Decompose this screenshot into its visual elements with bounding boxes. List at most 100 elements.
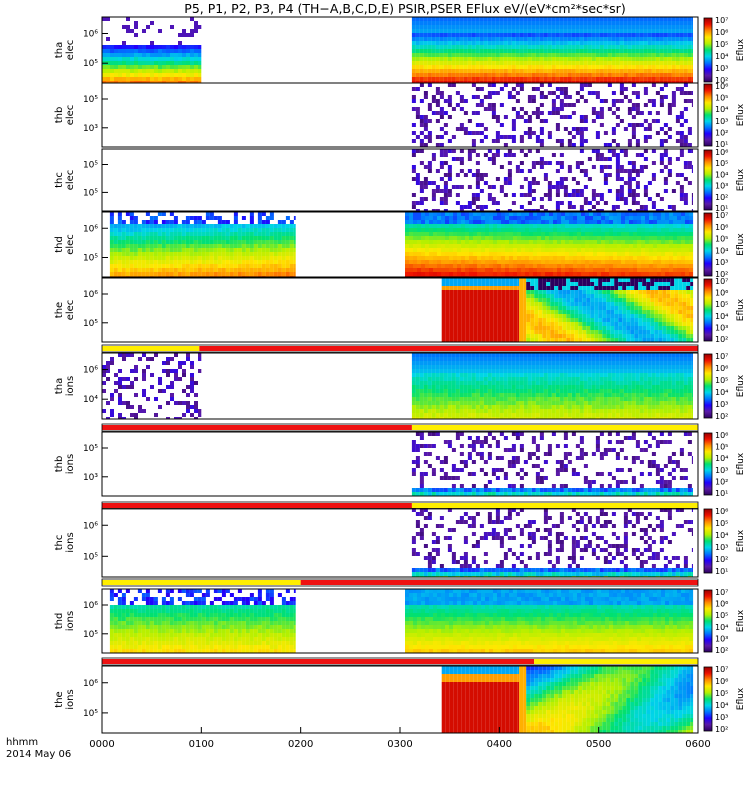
colorbar-tick: 10⁷	[715, 352, 728, 361]
spectrogram-block	[411, 17, 693, 83]
y-tick-label: 10⁵	[83, 188, 98, 198]
spectrogram-block	[411, 508, 693, 577]
colorbar-tick: 10²	[715, 477, 728, 486]
colorbar	[703, 666, 713, 732]
panel-thd-elec: 10⁶ 10⁵ thdelec 10⁷ 10⁶ 10⁵ 10⁴ 10³ 10² Eflux	[54, 211, 746, 279]
mode-bar-segment	[411, 425, 698, 430]
colorbar-tick: 10²	[715, 128, 728, 137]
spectrogram-block	[405, 212, 694, 277]
colorbar-label: Eflux	[736, 298, 746, 321]
colorbar-tick: 10⁶	[715, 431, 728, 440]
figure-title: P5, P1, P2, P3, P4 (TH−A,B,C,D,E) PSIR,P…	[184, 1, 625, 16]
spectrogram-block	[519, 666, 527, 733]
probe-label: the	[54, 302, 65, 318]
species-label: ions	[65, 611, 76, 631]
panel-frame	[101, 588, 699, 654]
colorbar-tick: 10⁶	[715, 364, 728, 373]
x-tick-label: 0200	[288, 739, 313, 750]
colorbar-label: Eflux	[736, 168, 746, 191]
mode-bar-segment	[534, 659, 698, 664]
colorbar-tick: 10³	[715, 634, 728, 643]
panel-ylabel: thbions	[54, 454, 76, 474]
x-tick-label: 0500	[586, 739, 611, 750]
colorbar	[703, 83, 713, 147]
colorbar-tick: 10⁴	[715, 454, 728, 463]
colorbar-tick: 10⁶	[715, 28, 728, 37]
y-tick-label: 10⁶	[83, 366, 98, 376]
colorbar-tick: 10⁵	[715, 689, 728, 698]
probe-label: thd	[54, 613, 65, 630]
colorbar-tick: 10⁴	[715, 388, 728, 397]
y-tick-label: 10⁵	[83, 709, 98, 719]
spectrogram-block	[519, 278, 527, 342]
probe-label: thc	[54, 535, 65, 551]
colorbar-tick: 10⁷	[715, 211, 728, 220]
colorbar-tick: 10³	[715, 466, 728, 475]
colorbar-tick: 10³	[715, 713, 728, 722]
spectrogram-block	[441, 278, 520, 342]
spectrogram-block	[102, 353, 202, 419]
colorbar-tick: 10⁷	[715, 277, 728, 286]
mode-bar	[101, 344, 699, 353]
probe-label: tha	[54, 378, 65, 394]
colorbar-tick: 10⁵	[715, 159, 728, 168]
colorbar-tick: 10⁶	[715, 223, 728, 232]
y-ticks: 10⁶ 10⁴	[83, 366, 108, 405]
spectrogram-block	[109, 212, 296, 277]
probe-label: thb	[54, 456, 65, 473]
y-tick-label: 10³	[83, 473, 98, 483]
colorbar-tick: 10⁴	[715, 52, 728, 61]
spectrogram-block	[411, 149, 693, 211]
colorbar	[703, 353, 713, 419]
probe-label: thd	[54, 236, 65, 253]
colorbar-tick: 10²	[715, 412, 728, 421]
mode-bar	[101, 578, 699, 587]
y-tick-label: 10⁶	[83, 679, 98, 689]
colorbar-tick: 10²	[715, 725, 728, 734]
y-tick-label: 10⁵	[83, 444, 98, 454]
colorbar-tick: 10¹	[715, 140, 728, 149]
y-tick-label: 10⁵	[83, 254, 98, 264]
colorbar-tick: 10²	[715, 335, 728, 344]
species-label: elec	[65, 105, 76, 126]
y-ticks: 10⁵ 10³	[83, 95, 108, 134]
mode-bar-segment	[102, 425, 412, 430]
probe-label: tha	[54, 42, 65, 58]
species-label: elec	[65, 234, 76, 255]
panel-thc-ions: 10⁶ 10⁵ thcions 10⁶ 10⁵ 10⁴ 10³ 10² 10¹ Eflux	[54, 507, 746, 578]
y-ticks: 10⁶ 10⁵	[83, 30, 108, 69]
mode-bar-frame	[101, 423, 699, 432]
y-ticks: 10⁶ 10⁵	[83, 224, 108, 264]
colorbar-label: Eflux	[736, 233, 746, 256]
colorbar	[703, 508, 713, 574]
mode-bar-frame	[101, 578, 699, 587]
colorbar-tick: 10¹	[715, 567, 728, 576]
panel-ylabel: thdelec	[54, 234, 76, 255]
colorbar-tick: 10³	[715, 323, 728, 332]
probe-label: thb	[54, 107, 65, 124]
species-label: elec	[65, 40, 76, 61]
panel-ylabel: thaions	[54, 376, 76, 396]
spectrogram-block	[411, 432, 693, 496]
panel-the-elec: 10⁶ 10⁵ theelec 10⁷ 10⁶ 10⁵ 10⁴ 10³ 10² Eflux	[54, 277, 746, 344]
colorbar-tick: 10⁴	[715, 105, 728, 114]
x-tick-label: 0600	[685, 739, 710, 750]
mode-bar-segment	[102, 659, 535, 664]
spectrogram-block	[411, 83, 693, 147]
y-tick-label: 10⁵	[83, 59, 98, 69]
colorbar-tick: 10⁶	[715, 289, 728, 298]
species-label: ions	[65, 689, 76, 709]
mode-bars	[101, 344, 699, 666]
date-label: 2014 May 06	[6, 749, 71, 760]
colorbar-tick: 10⁵	[715, 235, 728, 244]
colorbar-tick: 10⁴	[715, 246, 728, 255]
colorbar	[703, 278, 713, 342]
panel-ylabel: thcions	[54, 532, 76, 552]
mode-bar-frame	[101, 501, 699, 510]
x-axis-label: hhmm	[6, 737, 38, 748]
panel-ylabel: thdions	[54, 611, 76, 631]
mode-bar	[101, 423, 699, 432]
y-tick-label: 10⁶	[83, 521, 98, 531]
y-ticks: 10⁵ 10³	[83, 444, 108, 483]
